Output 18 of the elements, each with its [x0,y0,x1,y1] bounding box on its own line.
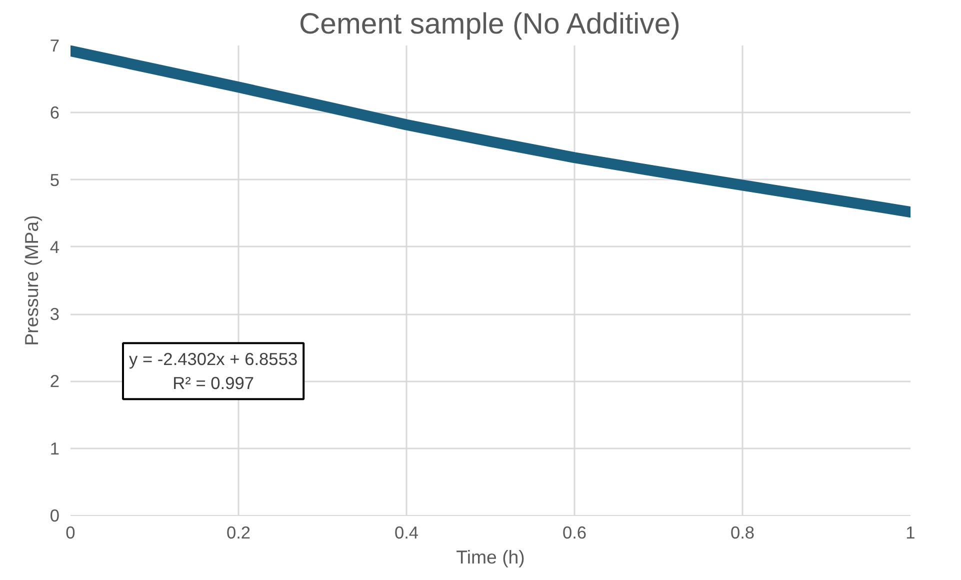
y-tick-label: 1 [50,438,60,458]
y-tick-label: 4 [50,236,60,257]
x-tick-label: 0.4 [394,522,419,542]
y-tick-label: 5 [50,170,60,190]
y-tick-label: 0 [50,506,60,526]
annotation: y = -2.4302x + 6.8553 R² = 0.997 [129,349,298,394]
chart-title: Cement sample (No Additive) [298,8,680,40]
x-tick-label: 0 [66,522,76,542]
x-tick-label: 0.2 [226,522,251,542]
x-tick-label: 0.8 [730,522,755,542]
x-axis-title: Time (h) [456,546,525,568]
y-tick-label: 2 [50,371,60,392]
y-tick-label: 7 [50,36,60,56]
y-tick-label: 6 [50,102,60,123]
x-tick-label: 0.6 [562,522,587,542]
x-tick-label: 1 [906,522,916,542]
y-axis-title: Pressure (MPa) [20,215,42,346]
y-tick-label: 3 [50,304,60,324]
